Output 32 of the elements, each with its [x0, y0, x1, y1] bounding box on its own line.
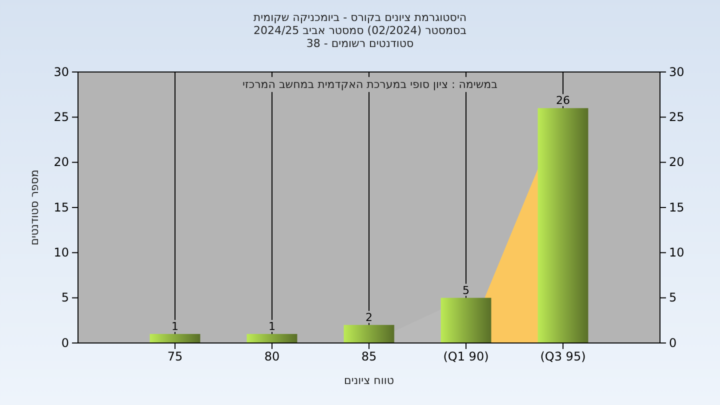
y-tick-label: 25	[54, 110, 69, 124]
y-tick-label: 20	[54, 155, 69, 170]
data-label: 5	[462, 284, 470, 297]
chart-subtitle: בסמסטר (02/2024) סמסטר אביב 2024/25 סטודנטים רשומים - 38	[253, 24, 467, 50]
x-tick-label: (Q1 90)	[443, 350, 489, 364]
y-tick-label: 15	[54, 200, 69, 214]
x-tick-label: (Q3 95)	[540, 350, 586, 364]
y2-tick-label: 20	[669, 155, 684, 170]
y2-tick-label: 0	[669, 336, 677, 350]
y-tick-label: 30	[54, 64, 69, 79]
x-axis-title: טווח ציונים	[344, 374, 394, 387]
y2-tick-label: 25	[669, 110, 684, 124]
x-tick-label: 75	[167, 350, 183, 364]
y-tick-label: 10	[54, 246, 69, 260]
bar	[150, 334, 200, 343]
y-tick-label: 5	[61, 290, 69, 305]
y2-tick-label: 10	[669, 246, 684, 260]
bar	[344, 324, 394, 343]
data-label: 2	[366, 310, 372, 324]
y2-tick-label: 5	[669, 290, 677, 305]
y-axis-title: מספר סטודנטים	[28, 170, 41, 246]
chart-title: היסטוגרמת ציונים בקורס - ביומכניקה שקומית	[253, 11, 467, 24]
bar	[246, 334, 298, 343]
x-tick-label: 80	[264, 350, 280, 364]
data-label: 1	[172, 320, 178, 333]
x-tick-label: 85	[361, 350, 377, 364]
data-label: 26	[556, 94, 570, 108]
y-tick-label: 0	[61, 336, 69, 350]
annotation: במשימה : ציון סופי במערכת האקדמית במחשב המרכזי	[242, 78, 498, 91]
y2-tick-label: 30	[669, 64, 684, 79]
y2-tick-label: 15	[669, 200, 684, 214]
data-label: 1	[268, 320, 276, 333]
